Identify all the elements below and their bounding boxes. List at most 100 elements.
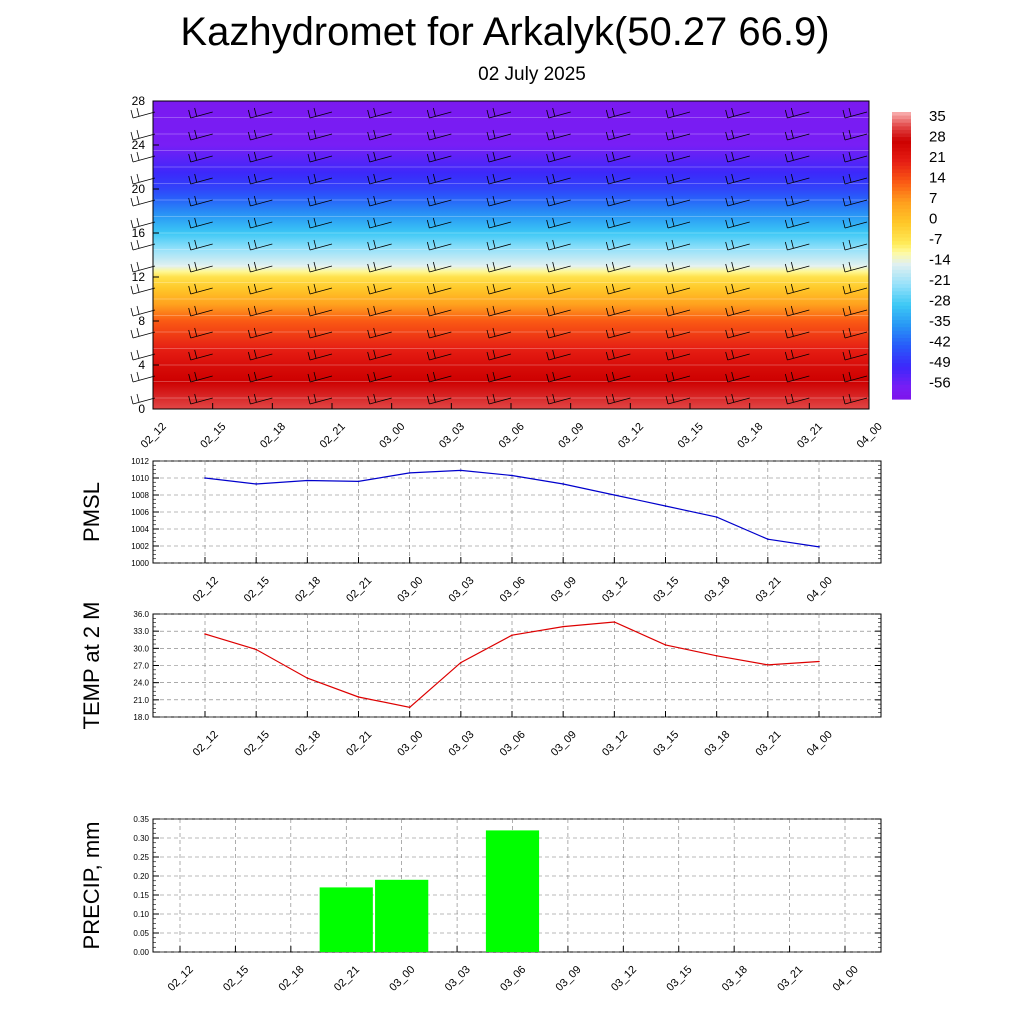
- y-axis-label: TEMP at 2 M: [79, 602, 104, 730]
- colorbar-segment: [892, 363, 911, 368]
- x-tick-label: 03_00: [395, 575, 425, 605]
- wind-barb: [130, 173, 156, 185]
- data-point: [562, 625, 564, 628]
- colorbar-segment: [892, 381, 911, 386]
- wind-barb: [665, 173, 691, 185]
- wind-barb: [842, 305, 868, 317]
- data-point: [255, 483, 257, 485]
- wind-barb: [842, 217, 868, 229]
- wind-barb: [188, 327, 213, 339]
- wind-barb: [725, 129, 750, 141]
- wind-barb: [307, 173, 333, 185]
- wind-barb: [546, 349, 571, 361]
- data-point: [408, 472, 411, 474]
- x-tick-label: 03_21: [775, 964, 805, 994]
- colorbar-segment: [892, 205, 911, 210]
- y-tick-label: 1004: [131, 525, 149, 534]
- wind-barb: [665, 217, 691, 229]
- wind-barb: [247, 371, 273, 383]
- x-tick-label: 02_21: [318, 421, 348, 451]
- colorbar-segment: [892, 388, 911, 393]
- wind-barb: [784, 151, 810, 163]
- wind-barb: [725, 327, 750, 339]
- wind-barb: [605, 217, 631, 229]
- colorbar-label: -21: [929, 272, 951, 289]
- wind-barb: [307, 151, 333, 163]
- data-point: [613, 494, 616, 496]
- wind-barb: [307, 371, 333, 383]
- colorbar-segment: [892, 348, 911, 353]
- y-tick-label: 0.15: [133, 891, 149, 900]
- wind-barb: [486, 261, 512, 273]
- wind-barb: [188, 129, 213, 141]
- wind-barb: [784, 393, 810, 405]
- wind-barb: [605, 283, 631, 295]
- colorbar-segment: [892, 259, 911, 264]
- x-tick-label: 03_03: [437, 421, 467, 451]
- y-tick-label: 0.35: [133, 815, 149, 824]
- wind-barb: [367, 283, 392, 295]
- wind-barb: [426, 349, 452, 361]
- colorbar-label: -49: [929, 354, 951, 371]
- wind-barb: [307, 393, 333, 405]
- colorbar-segment: [892, 255, 911, 260]
- colorbar-segment: [892, 305, 911, 310]
- wind-barb: [546, 371, 571, 383]
- wind-barb: [665, 261, 691, 273]
- y-tick-label: 0.25: [133, 853, 149, 862]
- colorbar-label: 21: [929, 149, 946, 166]
- wind-barb: [546, 327, 571, 339]
- wind-barb: [486, 107, 512, 119]
- x-tick-label: 02_12: [166, 964, 196, 994]
- data-point: [715, 654, 718, 657]
- x-tick-label: 02_21: [344, 729, 374, 759]
- x-tick-label: 02_15: [198, 421, 228, 451]
- wind-barb: [426, 195, 452, 207]
- wind-barb: [188, 305, 213, 317]
- data-point: [767, 664, 769, 666]
- colorbar-segment: [892, 269, 911, 275]
- wind-barb: [665, 305, 691, 317]
- x-tick-label: 03_03: [443, 964, 473, 994]
- wind-barb: [426, 371, 452, 383]
- data-point: [818, 660, 820, 663]
- colorbar-segment: [892, 323, 911, 328]
- wind-barb: [426, 305, 452, 317]
- wind-barb: [367, 327, 392, 339]
- y-tick-label: 1010: [131, 474, 149, 483]
- wind-barb: [725, 173, 750, 185]
- colorbar-segment: [892, 251, 911, 257]
- wind-barb: [307, 217, 333, 229]
- wind-barb: [605, 239, 631, 251]
- wind-barb: [188, 261, 213, 273]
- wind-barb: [188, 195, 213, 207]
- x-tick-label: 03_06: [498, 729, 528, 759]
- colorbar-segment: [892, 384, 911, 389]
- wind-barb: [426, 107, 452, 119]
- wind-barb: [605, 371, 631, 383]
- wind-barb: [842, 261, 868, 273]
- colorbar-segment: [892, 158, 911, 163]
- x-tick-label: 02_15: [242, 729, 272, 759]
- colorbar-segment: [892, 180, 911, 185]
- wind-barb: [842, 327, 868, 339]
- x-tick-label: 02_18: [293, 575, 323, 605]
- wind-barb: [605, 151, 631, 163]
- wind-barb: [605, 107, 631, 119]
- colorbar-segment: [892, 187, 911, 192]
- wind-barb: [486, 327, 512, 339]
- x-tick-label: 04_00: [805, 729, 835, 759]
- data-bar: [485, 830, 540, 952]
- x-tick-label: 03_09: [549, 575, 579, 605]
- wind-barb: [130, 129, 156, 141]
- wind-barb: [426, 393, 452, 405]
- wind-barb: [784, 371, 810, 383]
- x-tick-label: 03_12: [600, 575, 630, 605]
- wind-barb: [486, 239, 512, 251]
- wind-barb: [367, 151, 392, 163]
- wind-barb: [426, 129, 452, 141]
- data-point: [562, 483, 564, 485]
- y-tick-label: 0: [138, 402, 145, 416]
- data-point: [460, 469, 462, 472]
- wind-barb: [247, 349, 273, 361]
